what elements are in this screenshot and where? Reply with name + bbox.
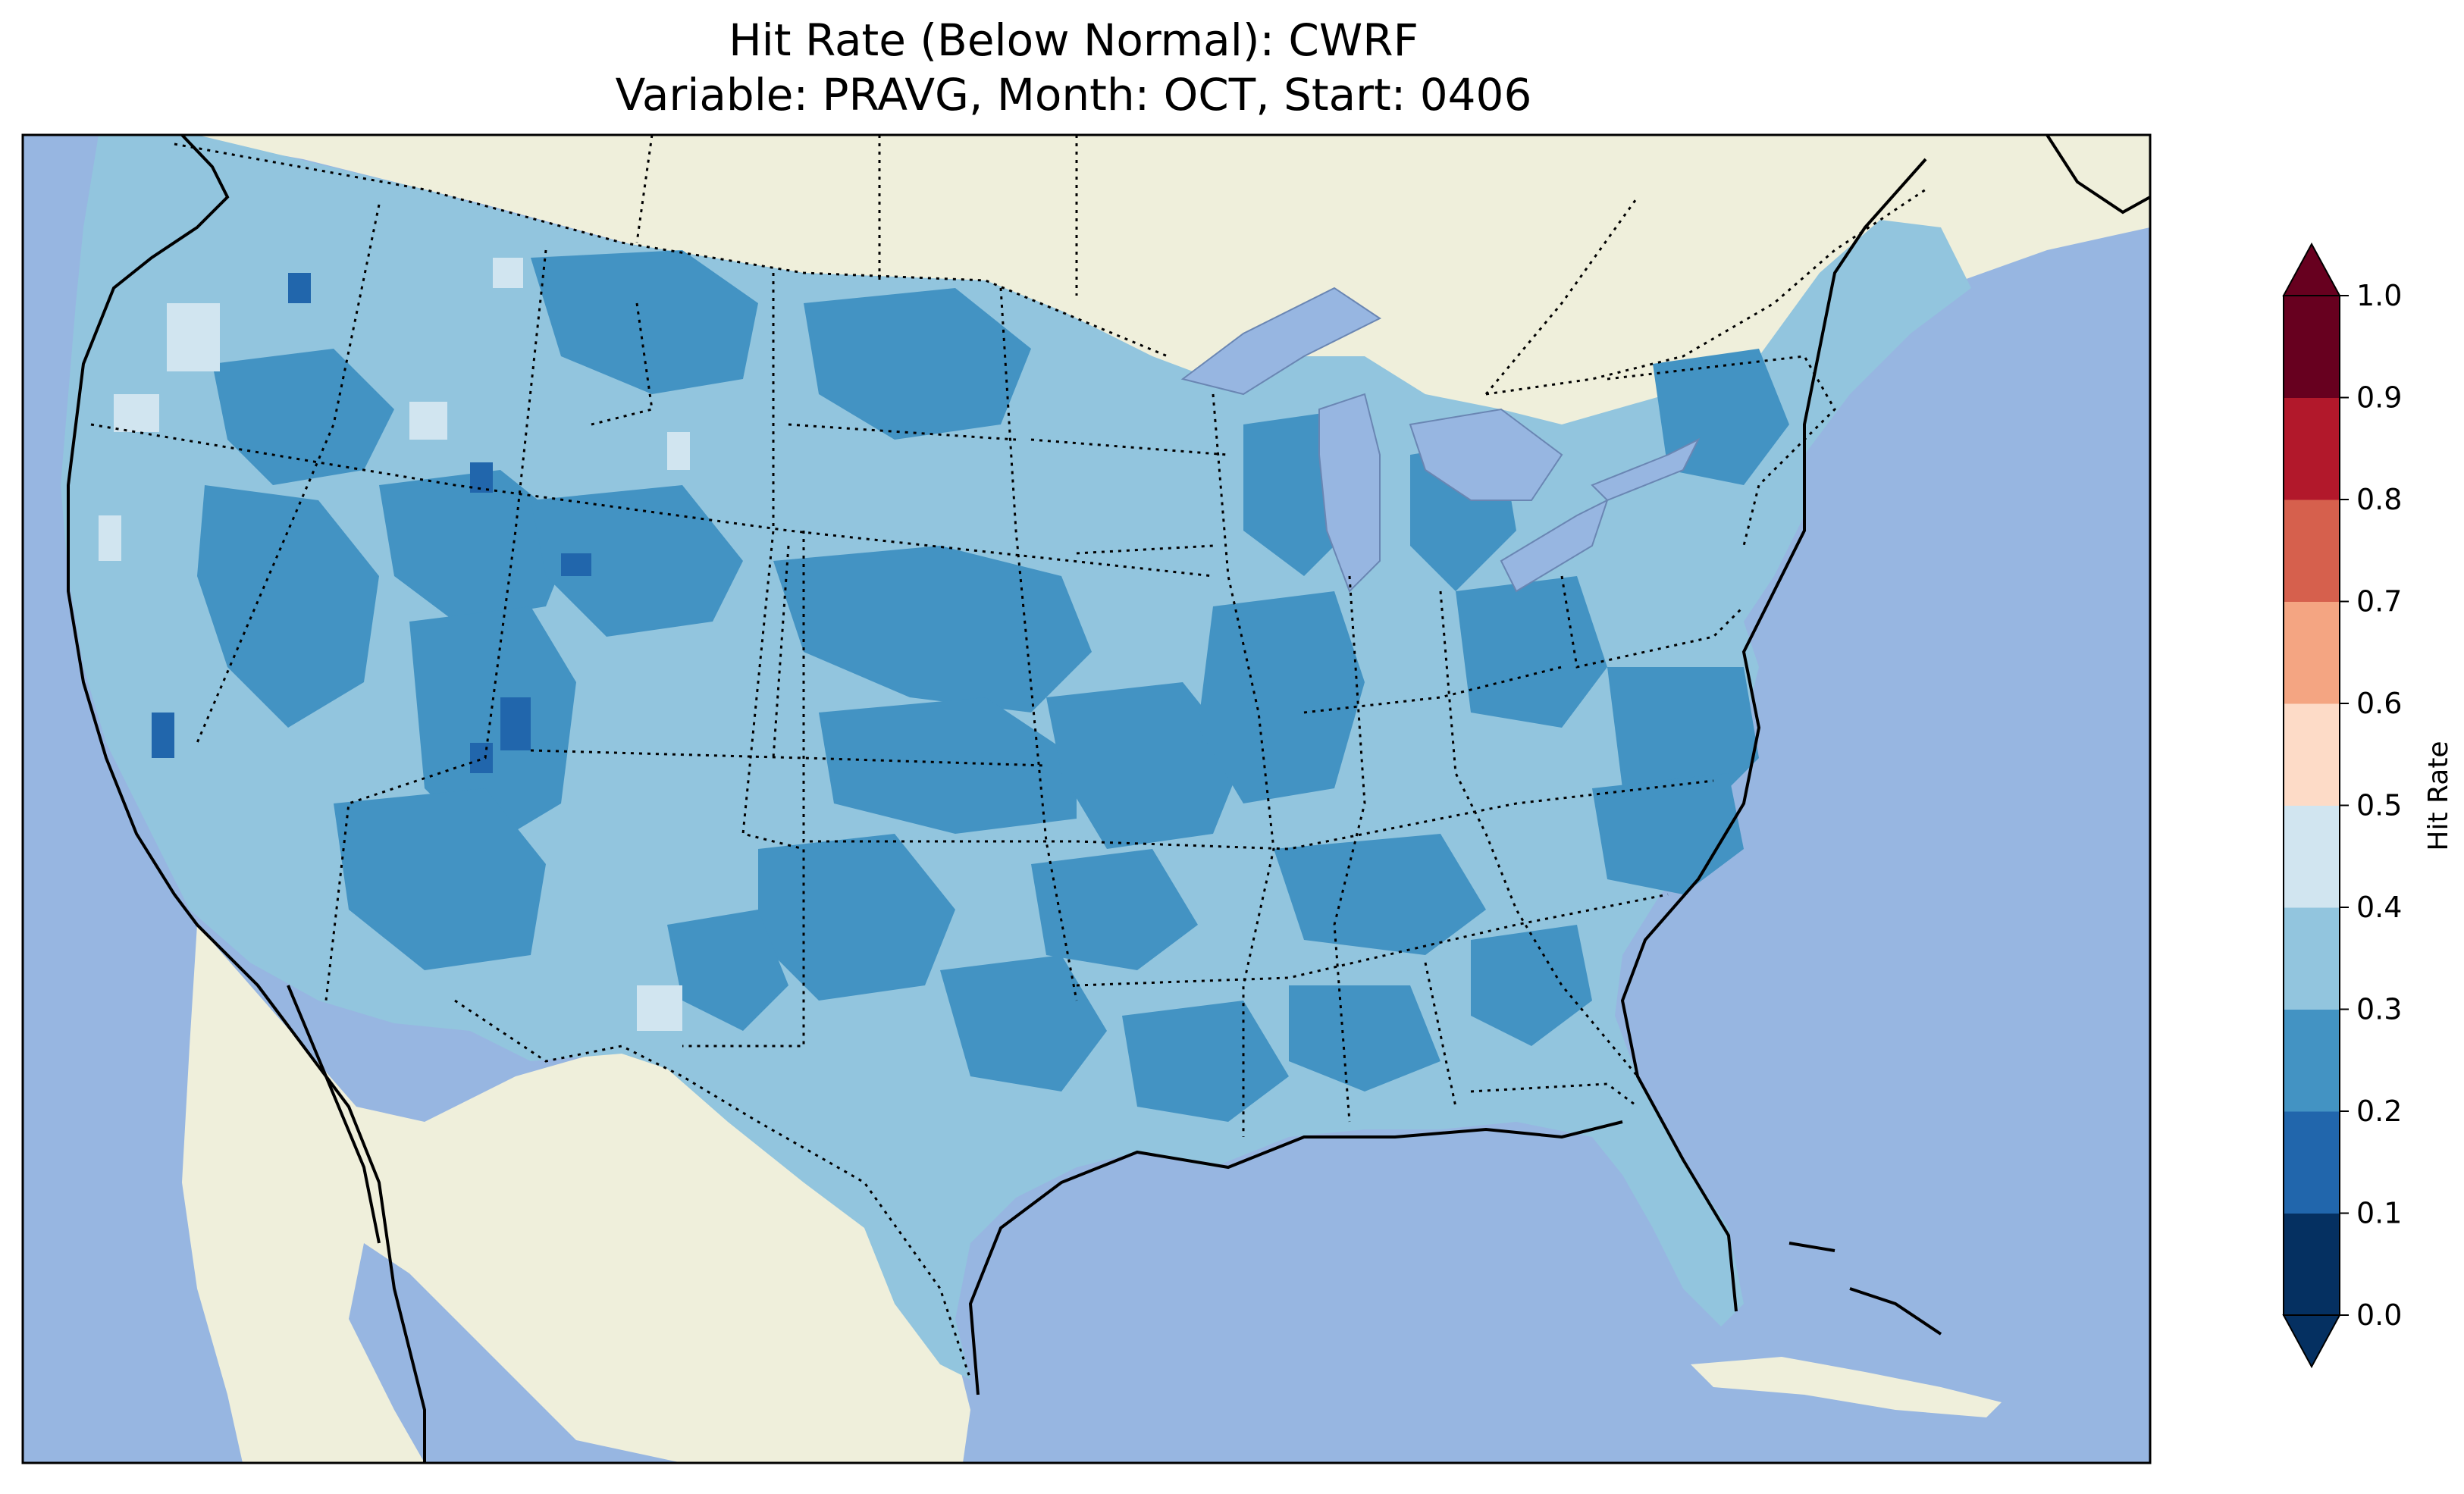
colorbar-segment: [2284, 296, 2340, 398]
coastlines: [67, 135, 2150, 1463]
hit-rate-cell: [288, 273, 311, 303]
colorbar-segment: [2284, 1111, 2340, 1214]
hit-rate-cell: [500, 697, 531, 750]
hit-rate-cell: [409, 402, 447, 440]
hit-rate-cell: [152, 713, 174, 758]
hit-rate-cell: [637, 985, 682, 1031]
hit-rate-cell: [99, 515, 121, 561]
colorbar-segment: [2284, 1213, 2340, 1316]
colorbar-tick-label: 1.0: [2356, 279, 2402, 312]
colorbar-tick-label: 0.9: [2356, 381, 2402, 415]
colorbar-tick-label: 0.4: [2356, 891, 2402, 924]
colorbar-tick-label: 0.7: [2356, 585, 2402, 619]
great-lakes: [1180, 287, 1701, 593]
colorbar-label: Hit Rate: [2423, 741, 2454, 850]
chart-title: Hit Rate (Below Normal): CWRF: [729, 14, 1419, 66]
colorbar-segment: [2284, 907, 2340, 1010]
hit-rate-cell: [470, 743, 493, 773]
colorbar-tick-label: 0.1: [2356, 1197, 2402, 1230]
colorbar-segment: [2284, 703, 2340, 806]
colorbar-segment: [2284, 500, 2340, 602]
colorbar-tick-label: 0.0: [2356, 1298, 2402, 1332]
colorbar-tick-label: 0.3: [2356, 993, 2402, 1026]
hit-rate-cell: [667, 432, 690, 470]
colorbar-tick-label: 0.5: [2356, 789, 2402, 822]
colorbar-extend-min: [2282, 1314, 2341, 1369]
colorbar-segment: [2284, 1009, 2340, 1112]
international-borders: [174, 135, 1926, 1380]
hit-rate-patches: [197, 250, 1789, 1122]
cuba-land: [1691, 1357, 2002, 1417]
colorbar-segment: [2284, 601, 2340, 704]
hit-rate-cell: [114, 394, 159, 432]
hit-rate-cell: [561, 553, 591, 576]
colorbar-tick-label: 0.6: [2356, 687, 2402, 720]
colorbar-extend-max: [2282, 242, 2341, 296]
colorbar-segment: [2284, 805, 2340, 908]
canada-land: [167, 135, 2150, 576]
colorbar-segment: [2284, 397, 2340, 500]
colorbar-tick-label: 0.2: [2356, 1095, 2402, 1128]
chart-subtitle: Variable: PRAVG, Month: OCT, Start: 0406: [615, 69, 1532, 121]
hit-rate-cell: [167, 303, 220, 371]
mexico-land: [182, 925, 970, 1463]
state-boundaries: [90, 204, 1836, 1137]
hit-rate-cell: [470, 462, 493, 493]
hit-rate-cell: [493, 258, 523, 288]
map-frame: [21, 133, 2152, 1464]
colorbar-tick-label: 0.8: [2356, 483, 2402, 516]
